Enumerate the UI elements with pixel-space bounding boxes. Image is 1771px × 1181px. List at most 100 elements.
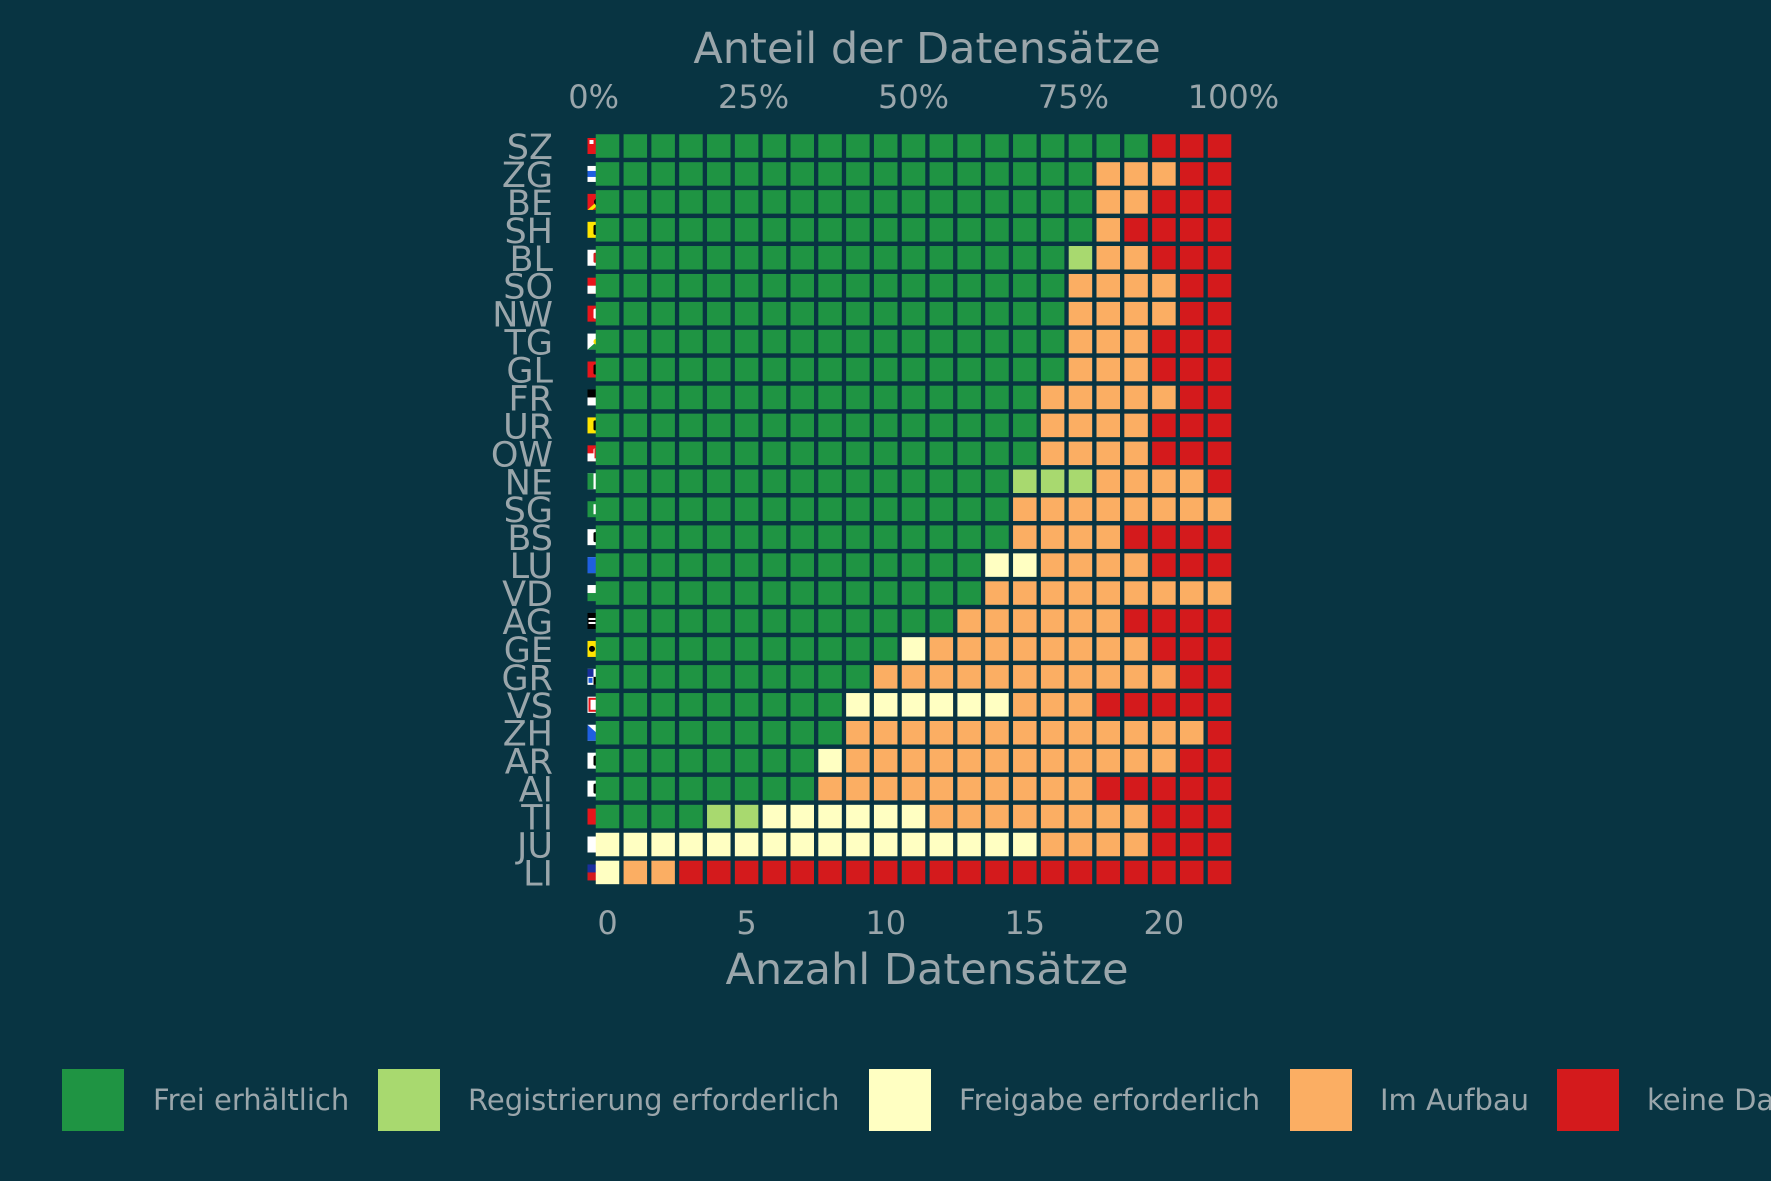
tile-sg-11	[901, 497, 926, 521]
tile-vd-22	[1207, 581, 1232, 605]
legend-label-3: Im Aufbau	[1380, 1083, 1529, 1117]
tile-fr-9	[846, 385, 870, 410]
tile-gr-16	[1040, 665, 1065, 689]
tile-li-14	[985, 860, 1009, 885]
tile-zh-22	[1207, 720, 1232, 745]
tile-li-4	[707, 860, 731, 885]
tile-ow-18	[1096, 441, 1121, 466]
tile-ju-0	[595, 832, 620, 857]
tile-ge-18	[1096, 637, 1121, 661]
row-label-sg: SG	[504, 491, 553, 531]
tile-ur-4	[707, 413, 731, 438]
tile-ju-13	[957, 832, 981, 857]
tile-zg-21	[1179, 162, 1204, 186]
tile-gl-2	[651, 357, 675, 382]
tile-li-22	[1207, 860, 1232, 885]
tile-sg-8	[818, 497, 842, 521]
tile-ne-16	[1040, 469, 1065, 494]
tile-vd-0	[595, 581, 620, 605]
tile-ar-1	[623, 748, 648, 773]
tile-ge-4	[707, 637, 731, 661]
tile-ow-10	[873, 441, 898, 466]
tile-ow-11	[901, 441, 926, 466]
tile-ag-11	[901, 609, 926, 633]
tile-lu-22	[1207, 553, 1232, 577]
row-label-bl: BL	[509, 240, 553, 280]
tile-ti-3	[679, 804, 703, 829]
tile-so-17	[1068, 273, 1093, 298]
tile-be-4	[707, 190, 731, 214]
row-label-vs: VS	[507, 687, 553, 727]
tile-bl-16	[1040, 246, 1065, 270]
tile-gr-22	[1207, 665, 1232, 689]
tile-fr-0	[595, 385, 620, 410]
tile-ju-9	[846, 832, 870, 857]
tile-tg-16	[1040, 329, 1065, 354]
top-tick-label: 75%	[1038, 78, 1109, 116]
tile-nw-9	[846, 301, 870, 326]
tile-ag-19	[1124, 609, 1148, 633]
top-tick-label: 50%	[878, 78, 949, 116]
tile-li-19	[1124, 860, 1148, 885]
tile-bl-7	[790, 246, 814, 270]
tile-vd-11	[901, 581, 926, 605]
tile-ur-5	[734, 413, 759, 438]
tile-zh-5	[734, 720, 759, 745]
tile-ne-11	[901, 469, 926, 494]
tile-ar-8	[818, 748, 842, 773]
tile-gl-16	[1040, 357, 1065, 382]
tile-zg-2	[651, 162, 675, 186]
tile-fr-19	[1124, 385, 1148, 410]
tile-ow-12	[929, 441, 954, 466]
tile-ne-14	[985, 469, 1009, 494]
tile-bl-15	[1013, 246, 1037, 270]
tile-ti-4	[707, 804, 731, 829]
tile-ur-12	[929, 413, 954, 438]
tile-ag-5	[734, 609, 759, 633]
tile-ai-21	[1179, 776, 1204, 801]
tile-be-19	[1124, 190, 1148, 214]
tile-gr-12	[929, 665, 954, 689]
tile-bl-14	[985, 246, 1009, 270]
tile-gl-1	[623, 357, 648, 382]
tile-sh-20	[1152, 218, 1176, 242]
tile-vs-18	[1096, 693, 1121, 717]
tile-vs-2	[651, 693, 675, 717]
tile-sg-4	[707, 497, 731, 521]
tile-ju-20	[1152, 832, 1176, 857]
row-label-gr: GR	[502, 659, 553, 699]
tile-ow-20	[1152, 441, 1176, 466]
tile-ur-1	[623, 413, 648, 438]
tile-bl-11	[901, 246, 926, 270]
tile-ge-13	[957, 637, 981, 661]
tile-ai-19	[1124, 776, 1148, 801]
tile-gl-9	[846, 357, 870, 382]
tile-lu-19	[1124, 553, 1148, 577]
tile-ai-6	[762, 776, 787, 801]
tile-sz-7	[790, 134, 814, 158]
tile-li-21	[1179, 860, 1204, 885]
tile-zh-20	[1152, 720, 1176, 745]
tile-sg-15	[1013, 497, 1037, 521]
tile-ur-8	[818, 413, 842, 438]
tile-lu-18	[1096, 553, 1121, 577]
tile-ow-2	[651, 441, 675, 466]
tile-ge-16	[1040, 637, 1065, 661]
tile-ai-10	[873, 776, 898, 801]
tile-zg-3	[679, 162, 703, 186]
tile-gl-14	[985, 357, 1009, 382]
tile-ai-4	[707, 776, 731, 801]
tile-ai-2	[651, 776, 675, 801]
tile-gl-13	[957, 357, 981, 382]
tile-sh-16	[1040, 218, 1065, 242]
tile-gl-7	[790, 357, 814, 382]
tile-zh-0	[595, 720, 620, 745]
tile-sz-19	[1124, 134, 1148, 158]
tile-ar-10	[873, 748, 898, 773]
tile-ge-9	[846, 637, 870, 661]
tile-nw-6	[762, 301, 787, 326]
tile-li-1	[623, 860, 648, 885]
tile-sz-22	[1207, 134, 1232, 158]
tile-ju-8	[818, 832, 842, 857]
tile-nw-1	[623, 301, 648, 326]
